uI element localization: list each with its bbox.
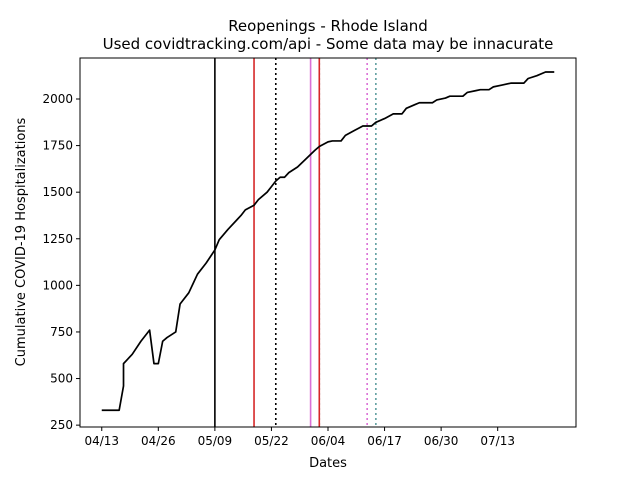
y-tick-label: 1500 [42, 185, 73, 199]
x-tick-label: 05/22 [254, 434, 289, 448]
x-tick-label: 06/30 [424, 434, 459, 448]
y-tick-label: 500 [50, 372, 73, 386]
y-tick-label: 1250 [42, 232, 73, 246]
plot-background [80, 58, 576, 427]
y-tick-label: 2000 [42, 92, 73, 106]
x-tick-label: 04/26 [141, 434, 176, 448]
x-tick-label: 06/17 [367, 434, 402, 448]
y-tick-label: 1000 [42, 278, 73, 292]
plot-area: 04/13 04/26 05/09 05/22 06/04 06/17 06/30 07/13… [42, 57, 577, 448]
y-tick-label: 250 [50, 418, 73, 432]
x-tick-label: 06/04 [311, 434, 346, 448]
y-tick-label: 750 [50, 325, 73, 339]
x-tick-label: 05/09 [198, 434, 233, 448]
chart-subtitle: Used covidtracking.com/api - Some data m… [103, 35, 554, 53]
hospitalizations-series-line [101, 71, 555, 412]
y-tick-label: 1750 [42, 139, 73, 153]
x-tick-label: 07/13 [480, 434, 515, 448]
y-axis-label: Cumulative COVID-19 Hospitalizations [14, 117, 29, 366]
chart-title: Reopenings - Rhode Island [228, 17, 428, 35]
x-tick-label: 04/13 [84, 434, 119, 448]
x-axis-label: Dates [309, 456, 347, 471]
